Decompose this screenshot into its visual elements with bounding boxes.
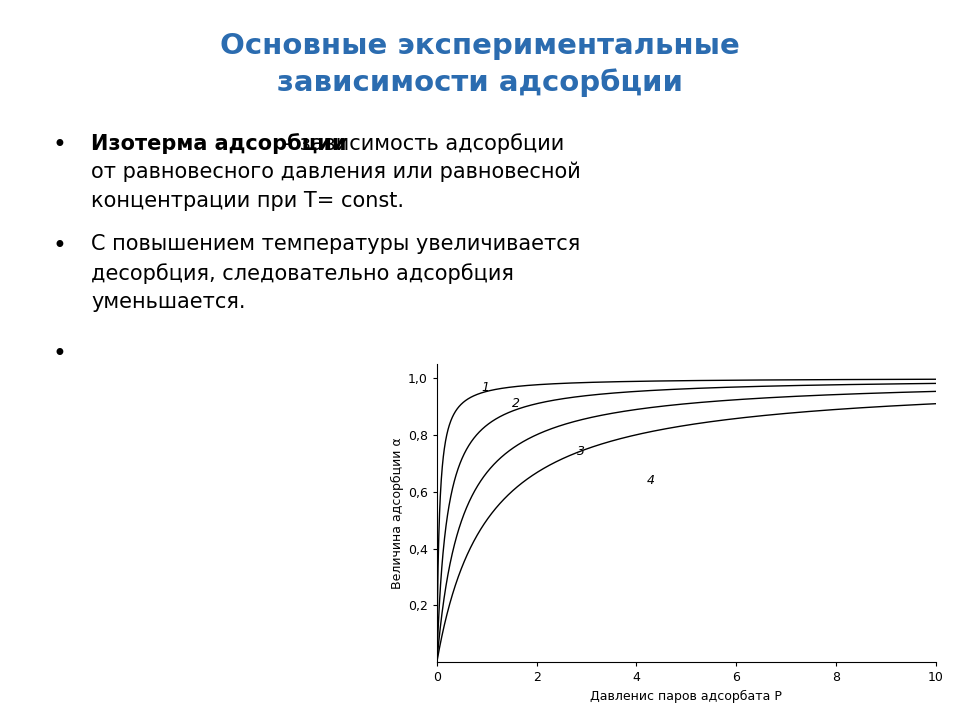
Y-axis label: Величина адсорбции α: Величина адсорбции α [391, 437, 403, 589]
Text: Основные экспериментальные: Основные экспериментальные [220, 32, 740, 60]
Text: •: • [53, 133, 66, 157]
Text: 3: 3 [577, 445, 585, 459]
Text: – зависимость адсорбции: – зависимость адсорбции [276, 133, 564, 154]
Text: концентрации при Т= const.: концентрации при Т= const. [91, 191, 404, 211]
Text: •: • [53, 342, 66, 366]
Text: зависимости адсорбции: зависимости адсорбции [277, 68, 683, 97]
Text: 1: 1 [482, 382, 490, 395]
Text: •: • [53, 234, 66, 258]
Text: Изотерма адсорбции: Изотерма адсорбции [91, 133, 347, 154]
Text: 4: 4 [646, 474, 655, 487]
Text: С повышением температуры увеличивается: С повышением температуры увеличивается [91, 234, 581, 254]
Text: уменьшается.: уменьшается. [91, 292, 246, 312]
Text: десорбция, следовательно адсорбция: десорбция, следовательно адсорбция [91, 263, 514, 284]
Text: 2: 2 [512, 397, 519, 410]
Text: от равновесного давления или равновесной: от равновесного давления или равновесной [91, 162, 581, 182]
X-axis label: Давленис паров адсорбата P: Давленис паров адсорбата P [590, 690, 782, 703]
